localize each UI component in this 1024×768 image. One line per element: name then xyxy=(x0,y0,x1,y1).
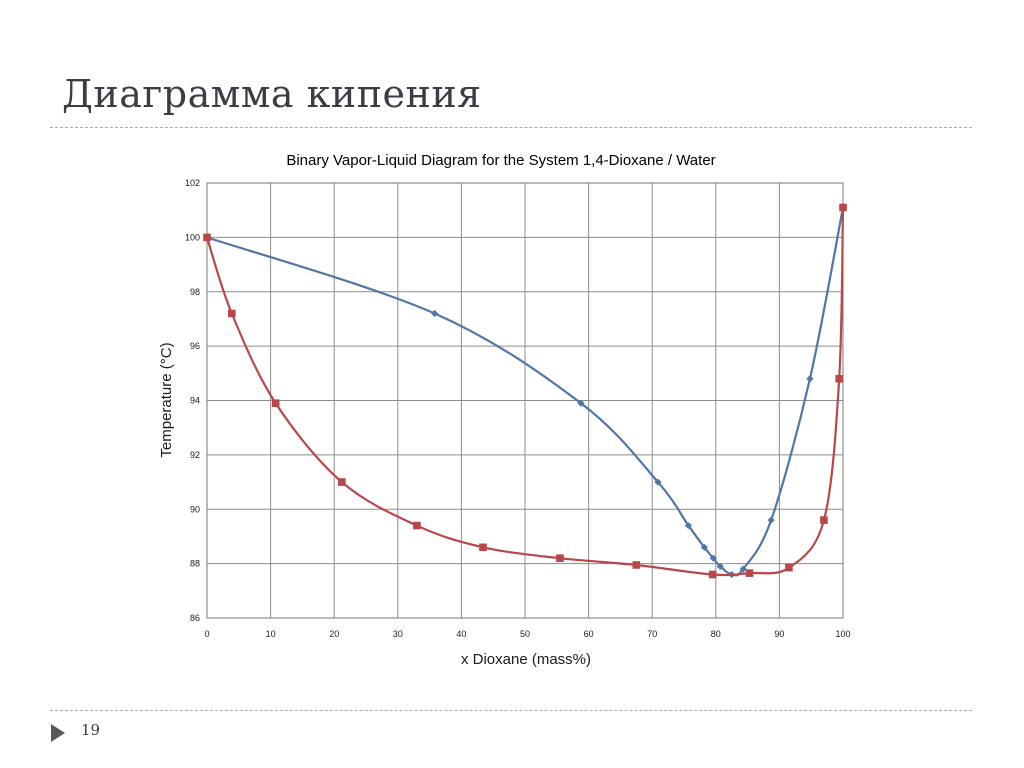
data-point xyxy=(271,399,280,408)
data-point xyxy=(684,521,693,530)
plot-area-frame xyxy=(206,182,844,619)
data-point xyxy=(577,399,585,407)
x-tick-label: 70 xyxy=(647,629,657,639)
data-point xyxy=(228,309,236,318)
data-point xyxy=(479,543,487,552)
y-tick-label: 100 xyxy=(185,232,200,242)
data-point xyxy=(556,554,564,562)
data-point xyxy=(739,565,747,573)
data-point xyxy=(745,569,754,577)
x-tick-label: 50 xyxy=(520,629,530,639)
data-point xyxy=(413,521,421,530)
x-tick-label: 80 xyxy=(711,629,721,639)
footer-divider xyxy=(50,710,972,711)
chart-grid xyxy=(206,182,844,619)
data-point xyxy=(338,478,346,486)
series-2 xyxy=(203,203,847,579)
chart-labels: 0 10 20 30 40 50 60 70 80 90 100 86 88 90 92 94 96 98 100 1… xyxy=(185,178,851,639)
data-point xyxy=(767,516,775,524)
x-tick-label: 20 xyxy=(329,629,339,639)
x-axis-label: x Dioxane (mass%) xyxy=(461,651,591,668)
data-point xyxy=(820,516,828,524)
x-tick-label: 30 xyxy=(393,629,403,639)
data-point xyxy=(203,233,211,242)
chart-title: Binary Vapor-Liquid Diagram for the Syst… xyxy=(286,152,715,169)
data-point xyxy=(654,478,662,486)
y-tick-label: 94 xyxy=(190,396,200,406)
data-point xyxy=(632,561,641,569)
data-point xyxy=(716,562,724,570)
y-tick-label: 92 xyxy=(190,450,200,460)
x-tick-label: 40 xyxy=(456,629,466,639)
x-tick-label: 10 xyxy=(266,629,276,639)
data-point xyxy=(835,374,843,383)
play-icon xyxy=(51,724,65,742)
x-tick-label: 0 xyxy=(204,629,209,639)
data-point xyxy=(431,309,439,318)
data-point xyxy=(839,203,847,212)
y-tick-label: 96 xyxy=(190,341,200,351)
slide-title: Диаграмма кипения xyxy=(62,72,482,116)
data-point xyxy=(700,543,708,551)
series-line xyxy=(205,207,845,577)
page-number: 19 xyxy=(81,721,101,739)
data-point xyxy=(709,554,717,562)
x-tick-label: 90 xyxy=(774,629,784,639)
y-axis-label: Temperature (°C) xyxy=(158,342,175,457)
y-tick-label: 90 xyxy=(190,504,200,514)
x-tick-label: 100 xyxy=(835,629,850,639)
data-point xyxy=(806,375,814,383)
x-tick-label: 60 xyxy=(584,629,594,639)
data-point xyxy=(708,570,717,579)
data-point xyxy=(785,563,793,572)
y-tick-label: 98 xyxy=(190,287,200,297)
y-tick-label: 88 xyxy=(190,559,200,569)
series-line xyxy=(206,207,845,577)
chart-series xyxy=(203,203,847,579)
y-tick-label: 86 xyxy=(190,613,200,623)
title-divider xyxy=(50,127,972,128)
y-tick-label: 102 xyxy=(185,178,200,188)
